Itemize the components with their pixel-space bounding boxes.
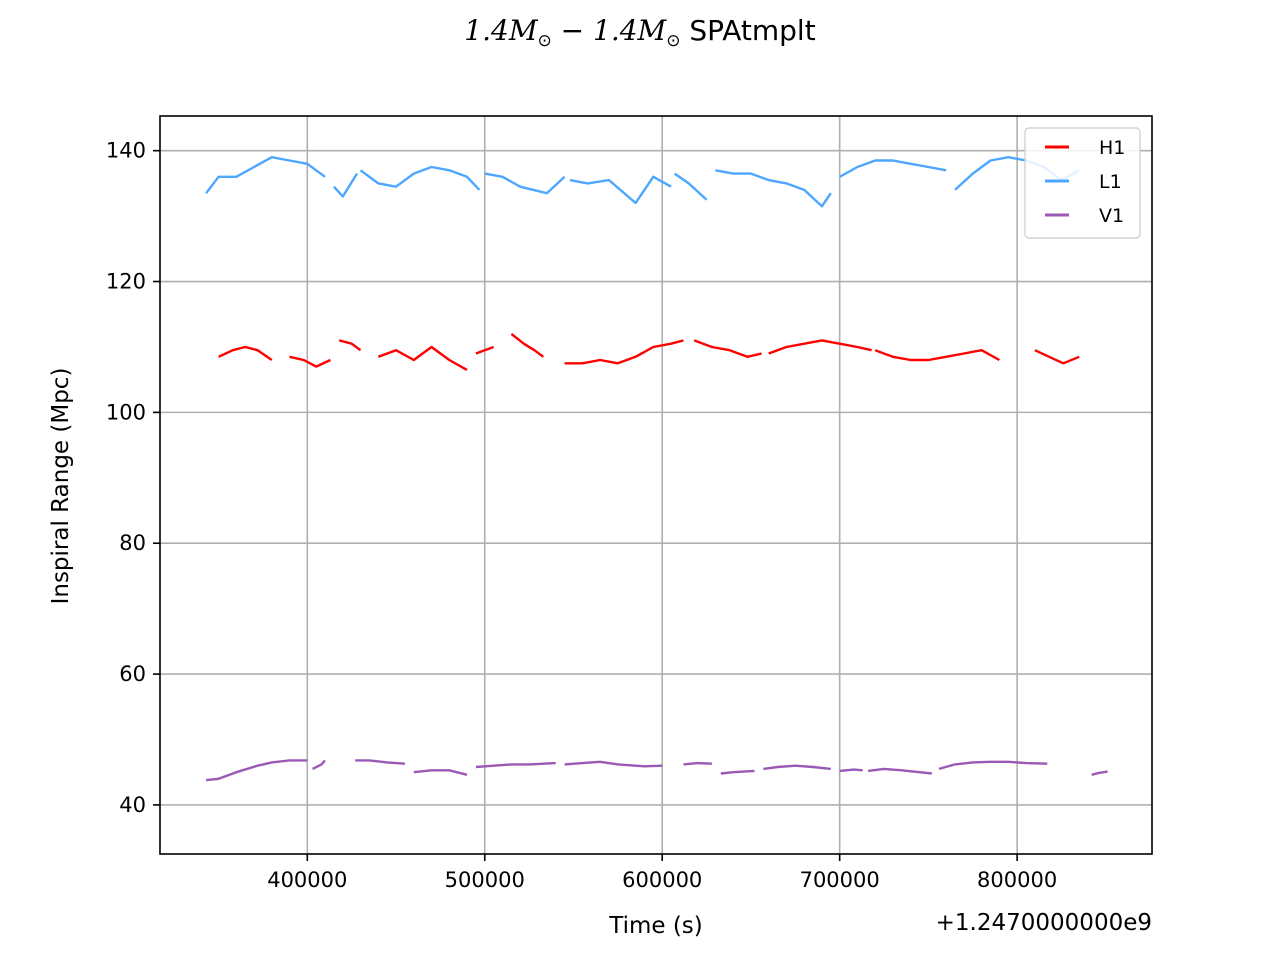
series-line-l1 bbox=[569, 175, 672, 205]
series-line-l1 bbox=[205, 155, 326, 194]
legend-box bbox=[1024, 127, 1141, 239]
series-line-h1 bbox=[1034, 349, 1080, 365]
x-tick-label: 600000 bbox=[622, 868, 702, 892]
series-line-v1 bbox=[1091, 770, 1108, 776]
series-l1 bbox=[205, 155, 1080, 208]
x-tick-label: 700000 bbox=[800, 868, 880, 892]
y-tick-label: 120 bbox=[106, 270, 146, 294]
series-line-h1 bbox=[510, 332, 545, 358]
series-line-v1 bbox=[355, 759, 405, 765]
series-line-v1 bbox=[564, 760, 663, 768]
y-tick-label: 100 bbox=[106, 400, 146, 424]
legend-label-l1: L1 bbox=[1099, 171, 1122, 193]
series-line-h1 bbox=[874, 349, 1000, 362]
series-line-v1 bbox=[763, 764, 831, 771]
series-line-h1 bbox=[475, 345, 495, 355]
series-line-v1 bbox=[205, 759, 308, 782]
y-tick-label: 140 bbox=[106, 139, 146, 163]
series-line-v1 bbox=[475, 761, 556, 769]
series-line-v1 bbox=[867, 767, 933, 775]
plot-frame bbox=[159, 115, 1153, 855]
series-line-h1 bbox=[768, 339, 872, 355]
series-line-v1 bbox=[938, 760, 1048, 771]
series-line-l1 bbox=[673, 172, 708, 201]
x-tick-label: 400000 bbox=[267, 868, 347, 892]
series-line-v1 bbox=[683, 761, 712, 766]
y-tick-label: 60 bbox=[119, 662, 146, 686]
x-axis-label: Time (s) bbox=[608, 913, 703, 939]
series-line-h1 bbox=[338, 339, 362, 352]
title-sun-symbol-1: ⊙ bbox=[537, 31, 552, 51]
series-line-l1 bbox=[484, 172, 566, 195]
series-layer bbox=[205, 155, 1108, 782]
title-mass-symbol-2: M bbox=[637, 14, 667, 47]
series-line-h1 bbox=[377, 345, 468, 371]
title-mass-symbol-1: M bbox=[508, 14, 538, 47]
series-line-h1 bbox=[218, 345, 273, 361]
y-tick-label: 40 bbox=[119, 793, 146, 817]
title-suffix: SPAtmplt bbox=[689, 14, 816, 47]
series-line-h1 bbox=[564, 339, 684, 365]
series-line-v1 bbox=[413, 769, 468, 776]
tick-layer: 400000 500000 600000 700000 800000 40 60 80 100 1… bbox=[106, 139, 1057, 892]
series-line-v1 bbox=[720, 769, 755, 775]
legend-label-v1: V1 bbox=[1099, 205, 1124, 227]
series-line-l1 bbox=[333, 172, 359, 198]
title-mass-2: 1.4 bbox=[593, 14, 638, 47]
series-line-l1 bbox=[839, 159, 947, 178]
series-h1 bbox=[218, 332, 1080, 371]
x-tick-label: 800000 bbox=[977, 868, 1057, 892]
series-line-l1 bbox=[359, 165, 481, 191]
legend-label-h1: H1 bbox=[1099, 137, 1125, 159]
title-mass-1: 1.4 bbox=[464, 14, 509, 47]
series-line-v1 bbox=[312, 759, 326, 770]
x-tick-label: 500000 bbox=[445, 868, 525, 892]
x-axis-offset-label: +1.2470000000e9 bbox=[936, 910, 1152, 936]
series-v1 bbox=[205, 759, 1108, 782]
title-minus: − bbox=[560, 14, 585, 47]
y-axis-label: Inspiral Range (Mpc) bbox=[48, 368, 74, 605]
series-line-l1 bbox=[715, 169, 832, 208]
chart-title: 1.4M⊙ − 1.4M⊙ SPAtmplt bbox=[0, 14, 1280, 51]
y-tick-label: 80 bbox=[119, 531, 146, 555]
series-line-h1 bbox=[289, 355, 331, 368]
series-line-v1 bbox=[839, 768, 863, 773]
legend: H1 L1 V1 bbox=[1024, 127, 1141, 239]
title-sun-symbol-2: ⊙ bbox=[666, 31, 681, 51]
series-line-h1 bbox=[693, 339, 762, 358]
grid-lines bbox=[160, 116, 1152, 854]
